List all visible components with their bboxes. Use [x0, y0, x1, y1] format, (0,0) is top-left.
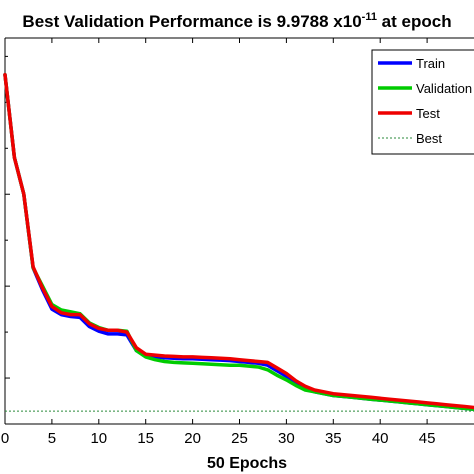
- x-ticks: 0 5 10 15 20 25 30 35 40 45: [1, 38, 436, 447]
- chart-title: Best Validation Performance is 9.9788 x1…: [22, 11, 451, 31]
- x-tick-label: 35: [325, 430, 342, 447]
- legend-box: [371, 49, 474, 155]
- x-tick-label: 25: [231, 430, 248, 447]
- x-tick-label: 45: [419, 430, 436, 447]
- x-tick-label: 20: [184, 430, 201, 447]
- legend-label-train: Train: [416, 56, 445, 71]
- x-axis-label: 50 Epochs: [207, 455, 287, 472]
- series-line-test: [3, 73, 474, 410]
- legend-label-best: Best: [416, 131, 442, 146]
- legend: Train Validation Test Best: [371, 49, 474, 155]
- x-tick-label: 40: [372, 430, 389, 447]
- legend-label-test: Test: [416, 106, 440, 121]
- x-tick-label: 15: [137, 430, 154, 447]
- series-group: [3, 73, 474, 412]
- x-tick-label: 0: [1, 430, 9, 447]
- x-tick-label: 10: [90, 430, 107, 447]
- x-tick-label: 30: [278, 430, 295, 447]
- x-tick-label: 5: [48, 430, 56, 447]
- legend-label-validation: Validation: [416, 81, 472, 96]
